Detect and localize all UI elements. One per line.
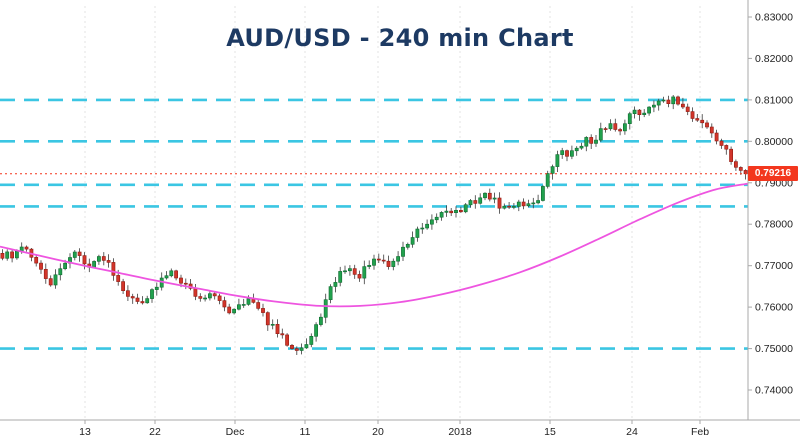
x-axis-label: 15 [544,426,556,438]
y-axis-labels: 0.830000.820000.810000.800000.790000.780… [755,12,793,397]
y-axis-label: 0.77000 [755,260,793,272]
x-axis-label: Dec [226,426,245,438]
chart-title: AUD/USD - 240 min Chart [226,24,574,52]
support-resistance-lines [0,98,748,350]
gridlines [84,6,701,420]
candle-bodies [0,96,748,351]
x-axis-labels: 13 22 Dec 11 20 2018 15 24 Feb [79,426,709,438]
x-axis-label: 20 [372,426,384,438]
x-axis-label: 22 [149,426,161,438]
x-axis-label: 13 [79,426,91,438]
x-axis-label: 2018 [448,426,472,438]
axis-frame [0,0,800,421]
y-axis-label: 0.75000 [755,343,793,355]
y-axis-label: 0.82000 [755,53,793,65]
moving-average-line [0,182,749,308]
candle-wicks [2,95,746,355]
y-axis-label: 0.74000 [755,385,793,397]
y-axis-ticks [748,16,752,391]
current-price-label: 0.79216 [748,166,798,182]
x-axis-label: 24 [626,426,638,438]
y-axis-label: 0.76000 [755,302,793,314]
y-axis-label: 0.78000 [755,219,793,231]
x-axis-label: 11 [300,426,311,438]
y-axis-label: 0.80000 [755,136,793,148]
x-axis-label: Feb [691,426,709,438]
y-axis-label: 0.81000 [755,94,793,106]
y-axis-label: 0.83000 [755,12,793,24]
x-axis-ticks [84,420,701,424]
